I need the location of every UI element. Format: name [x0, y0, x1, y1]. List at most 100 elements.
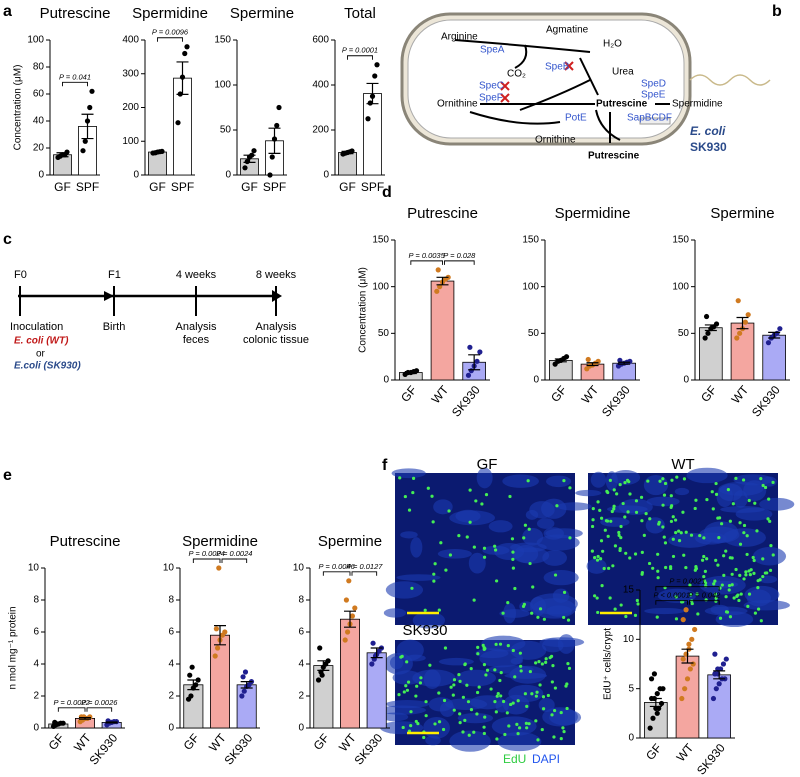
edu-cell: [546, 693, 550, 698]
edu-cell: [661, 477, 665, 481]
edu-cell: [689, 593, 693, 597]
edu-cell: [551, 664, 555, 668]
edu-cell: [469, 667, 473, 671]
tissue: [542, 549, 567, 566]
edu-cell: [690, 601, 694, 606]
edu-cell: [635, 598, 639, 603]
tissue: [385, 700, 430, 709]
tissue: [412, 669, 456, 687]
y-tick-label: 200: [122, 102, 139, 113]
edu-cell: [593, 594, 597, 598]
tissue: [503, 602, 517, 624]
y-tick-label: 50: [678, 328, 690, 339]
edu-cell: [761, 557, 765, 561]
edu-cell: [674, 617, 679, 621]
edu-cell: [475, 690, 480, 695]
edu-cell: [540, 662, 544, 666]
edu-cell: [494, 579, 499, 583]
timeline-label: Analysis: [256, 321, 297, 333]
x-tick-label: WT: [579, 382, 602, 406]
edu-cell: [619, 536, 623, 540]
data-point: [651, 671, 658, 677]
edu-cell: [742, 531, 746, 535]
edu-cell: [518, 651, 522, 655]
tissue: [456, 669, 496, 687]
error-bar: [187, 679, 200, 691]
p-value: P = 0.0127: [346, 562, 383, 571]
data-point: [734, 335, 740, 341]
panel-letter: c: [3, 231, 12, 248]
edu-cell: [610, 509, 614, 514]
micrographs: GF WT SK930 EdU DAPI: [378, 456, 795, 766]
data-point: [434, 288, 440, 294]
edu-cell: [674, 595, 678, 599]
tissue: [497, 732, 542, 752]
edu-cell: [711, 507, 715, 511]
bar: [183, 684, 204, 729]
edu-cell: [505, 711, 509, 715]
data-point: [705, 330, 711, 336]
edu-cell: [766, 517, 770, 521]
data-point: [349, 613, 355, 619]
tissue: [759, 497, 795, 511]
p-value: P = 0.042: [688, 591, 721, 600]
edu-cell: [461, 730, 465, 734]
label: Spermidine: [672, 99, 723, 110]
edu-cell: [590, 524, 595, 529]
edu-cell: [442, 698, 447, 703]
edu-cell: [717, 536, 721, 540]
edu-cell: [591, 518, 595, 522]
edu-cell: [618, 547, 622, 551]
edu-cell: [623, 515, 627, 519]
data-point: [240, 674, 246, 680]
data-point: [222, 629, 228, 635]
edu-cell: [411, 490, 415, 495]
edu-cell: [544, 657, 548, 661]
edu-cell: [751, 555, 755, 560]
tissue: [575, 489, 602, 497]
data-point: [343, 597, 349, 603]
bar: [730, 322, 755, 381]
tissue: [538, 698, 555, 713]
edu-cell: [747, 498, 751, 503]
enzyme: SapBCDF: [627, 113, 672, 124]
edu-cell: [596, 500, 600, 504]
edu-cell: [734, 476, 738, 480]
edu-cell: [541, 695, 546, 699]
data-point: [215, 645, 221, 651]
y-tick-label: 100: [672, 281, 689, 292]
chart-title: Putrescine: [50, 533, 121, 550]
error-bar: [404, 371, 417, 375]
edu-cell: [524, 721, 528, 725]
tissue: [542, 707, 578, 727]
comparison-bracket: [689, 600, 720, 605]
edu-cell: [682, 477, 687, 481]
edu-cell: [496, 691, 500, 696]
edu-cell: [534, 694, 538, 698]
tissue: [543, 527, 565, 540]
edu-cell: [621, 501, 625, 506]
error-bar: [736, 316, 749, 330]
edu-cell: [476, 645, 480, 649]
x-tick-label: SK930: [352, 731, 386, 768]
edu-cell: [768, 568, 773, 572]
edu-cell: [745, 552, 749, 557]
data-point: [716, 681, 722, 687]
edu-cell: [688, 583, 692, 587]
edu-cell: [495, 737, 499, 741]
arrows: [454, 39, 670, 143]
data-point: [213, 626, 219, 632]
data-point: [242, 165, 248, 171]
edu-cell: [538, 683, 542, 687]
x-tick-label: GF: [54, 180, 71, 194]
x-tick-label: GF: [149, 180, 166, 194]
edu-cell: [627, 480, 631, 484]
data-point: [774, 330, 780, 336]
data-point: [737, 330, 743, 336]
edu-cell: [441, 727, 446, 732]
edu-cell: [506, 644, 510, 648]
edu-cell: [552, 708, 557, 713]
edu-cell: [605, 489, 609, 493]
p-value: P = 0.0026: [81, 698, 118, 707]
